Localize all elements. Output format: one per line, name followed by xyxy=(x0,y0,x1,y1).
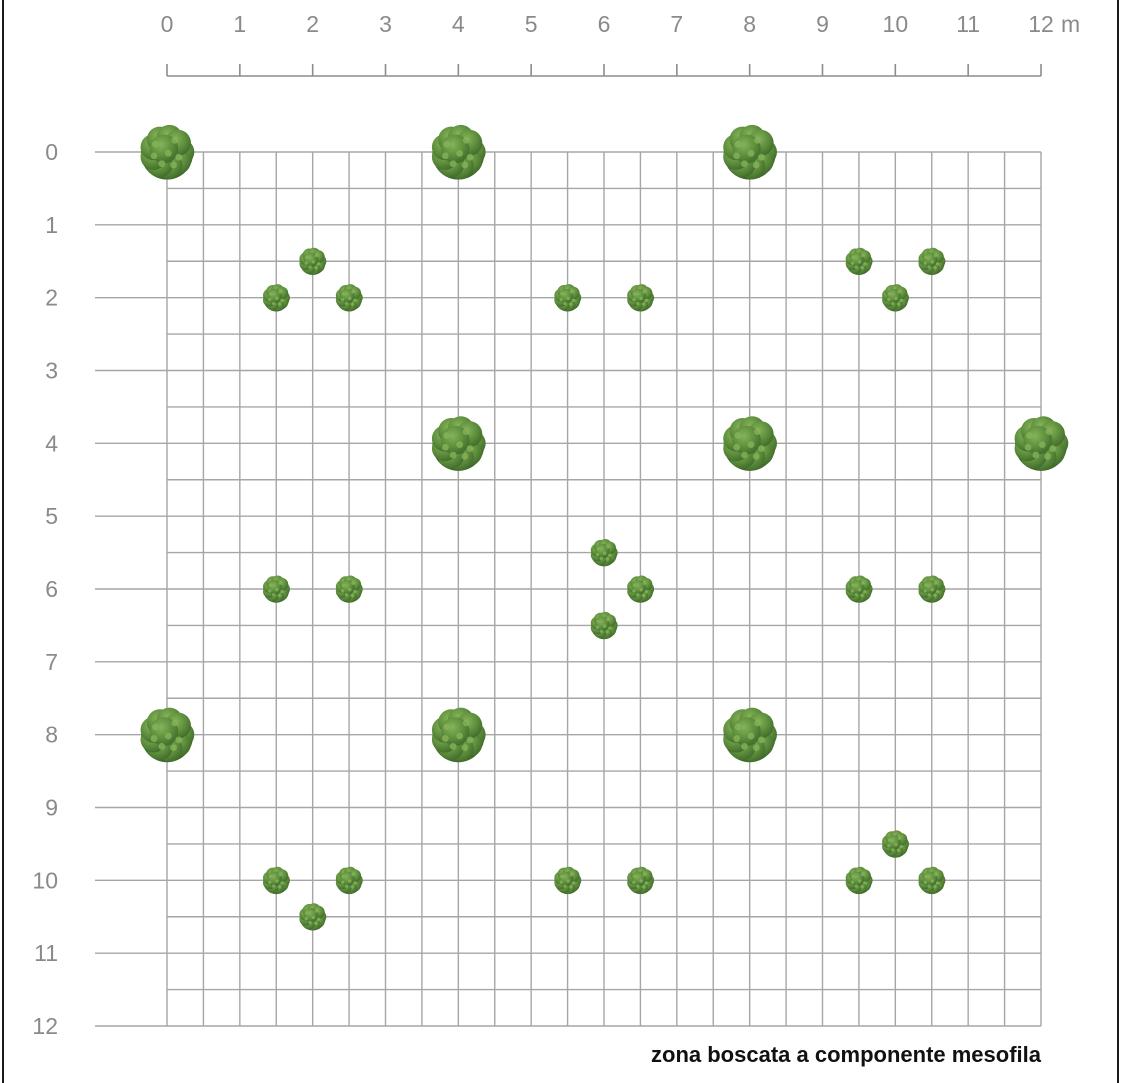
plan-caption: zona boscata a componente mesofila xyxy=(651,1042,1042,1067)
shrub xyxy=(263,284,290,311)
y-tick-label: 1 xyxy=(45,212,58,238)
large-tree xyxy=(432,125,486,180)
x-tick-label: 4 xyxy=(452,11,465,37)
y-tick-label: 3 xyxy=(45,358,58,384)
x-axis-labels: 0 1 2 3 4 5 6 7 8 9 10 11 12 m xyxy=(161,11,1081,37)
x-tick-label: 11 xyxy=(956,11,980,37)
shrub xyxy=(263,575,290,602)
shrub xyxy=(591,539,618,566)
shrub xyxy=(882,284,909,311)
x-tick-label: 3 xyxy=(379,11,392,37)
large-tree xyxy=(723,708,777,763)
shrub xyxy=(591,612,618,639)
planting-grid xyxy=(95,152,1041,1026)
large-tree xyxy=(723,416,777,471)
x-tick-label: 2 xyxy=(306,11,319,37)
x-tick-label: 6 xyxy=(598,11,611,37)
shrub xyxy=(554,284,581,311)
y-tick-label: 6 xyxy=(45,576,58,602)
shrub xyxy=(919,248,946,275)
distance-scale-bar xyxy=(167,64,1041,76)
y-tick-label: 11 xyxy=(34,940,58,966)
y-tick-label: 10 xyxy=(32,867,58,893)
shrub xyxy=(846,575,873,602)
x-tick-label: 12 xyxy=(1028,11,1054,37)
y-tick-label: 12 xyxy=(32,1013,58,1039)
x-tick-label: 7 xyxy=(670,11,683,37)
x-axis-unit: m xyxy=(1061,11,1080,37)
x-tick-label: 8 xyxy=(743,11,756,37)
large-tree xyxy=(432,416,486,471)
large-tree xyxy=(1015,416,1069,471)
shrub xyxy=(882,830,909,857)
x-tick-label: 1 xyxy=(233,11,246,37)
shrub xyxy=(627,284,654,311)
y-tick-label: 8 xyxy=(45,722,58,748)
x-tick-label: 5 xyxy=(525,11,538,37)
x-tick-label: 0 xyxy=(161,11,174,37)
y-tick-label: 0 xyxy=(45,139,58,165)
y-tick-label: 7 xyxy=(45,649,58,675)
shrub xyxy=(554,867,581,894)
y-tick-label: 5 xyxy=(45,503,58,529)
large-tree xyxy=(723,125,777,180)
shrub xyxy=(919,575,946,602)
shrub xyxy=(336,867,363,894)
x-tick-label: 9 xyxy=(816,11,829,37)
shrub xyxy=(627,867,654,894)
y-tick-label: 9 xyxy=(45,795,58,821)
shrub xyxy=(627,575,654,602)
shrub xyxy=(299,248,326,275)
shrub xyxy=(263,867,290,894)
shrub xyxy=(336,284,363,311)
x-tick-label: 10 xyxy=(883,11,909,37)
shrub xyxy=(299,903,326,930)
large-tree xyxy=(432,708,486,763)
shrub xyxy=(846,248,873,275)
y-tick-label: 4 xyxy=(45,430,58,456)
shrub xyxy=(919,867,946,894)
shrub xyxy=(846,867,873,894)
large-tree xyxy=(141,125,195,180)
shrub xyxy=(336,575,363,602)
large-tree xyxy=(141,708,195,763)
y-tick-label: 2 xyxy=(45,285,58,311)
